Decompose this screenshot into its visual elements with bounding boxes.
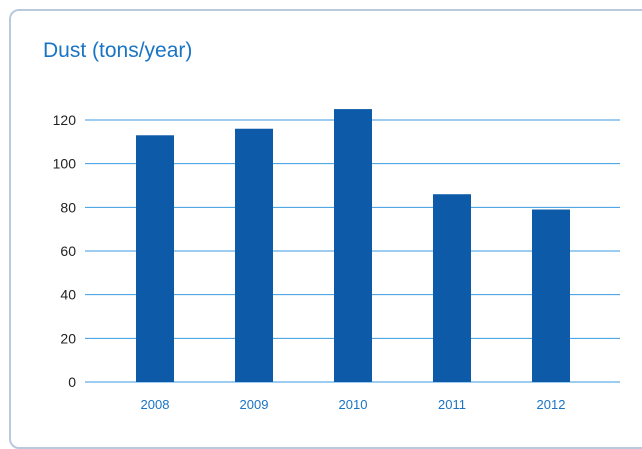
bar-2008 xyxy=(136,135,174,382)
x-tick-label: 2012 xyxy=(537,397,566,412)
y-axis-ticks: 0 20 40 60 80 100 120 xyxy=(53,112,77,390)
y-tick-label: 60 xyxy=(60,243,76,259)
x-tick-label: 2010 xyxy=(339,397,368,412)
y-tick-label: 20 xyxy=(60,330,76,346)
x-tick-label: 2008 xyxy=(141,397,170,412)
chart-title: Dust (tons/year) xyxy=(43,39,193,62)
y-tick-label: 120 xyxy=(53,112,77,128)
bars xyxy=(136,109,570,382)
y-tick-label: 0 xyxy=(68,374,76,390)
x-tick-label: 2011 xyxy=(438,397,466,412)
bar-2012 xyxy=(532,209,570,382)
y-tick-label: 80 xyxy=(60,199,76,215)
x-tick-label: 2009 xyxy=(240,397,269,412)
bar-2010 xyxy=(334,109,372,382)
y-tick-label: 40 xyxy=(60,287,76,303)
bar-chart: 0 20 40 60 80 100 120 2008 2009 2010 2011 2012 xyxy=(53,109,620,412)
bar-2011 xyxy=(433,194,471,382)
y-tick-label: 100 xyxy=(53,156,77,172)
bar-2009 xyxy=(235,128,273,382)
x-axis-labels: 2008 2009 2010 2011 2012 xyxy=(141,397,566,412)
